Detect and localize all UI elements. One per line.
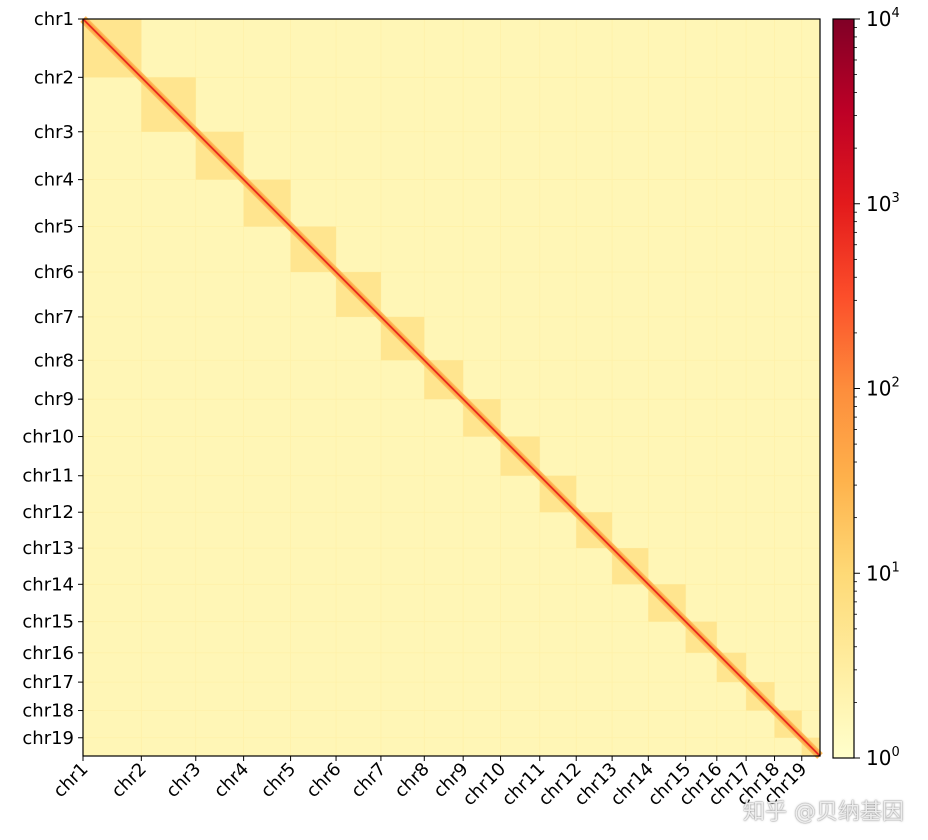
x-tick-label: chr4 — [210, 759, 253, 802]
y-tick-label: chr1 — [34, 9, 74, 30]
y-tick-label: chr17 — [22, 672, 74, 693]
y-tick-label: chr9 — [34, 389, 74, 410]
y-tick-label: chr4 — [34, 170, 74, 191]
x-axis-ticks: chr1 chr2 chr3 chr4 chr5 chr6 chr7 chr8chr9chr1… — [49, 756, 811, 810]
colorbar-tick-label: 100 — [866, 745, 900, 770]
y-tick-label: chr2 — [34, 67, 74, 88]
colorbar-tick-label: 102 — [866, 376, 900, 401]
x-tick-label: chr3 — [162, 759, 205, 802]
y-axis-ticks: chr1 chr2 chr3 chr4 chr5 chr6 chr7 chr8 chr9 chr1… — [22, 9, 83, 749]
y-tick-label: chr8 — [34, 350, 74, 371]
watermark-text: 知乎 @贝纳基因 — [743, 800, 904, 825]
colorbar: 100 101 102 103 104 — [832, 6, 900, 770]
colorbar-gradient — [832, 18, 855, 759]
y-tick-label: chr18 — [22, 701, 74, 722]
y-tick-label: chr15 — [22, 612, 74, 633]
y-tick-label: chr6 — [34, 262, 74, 283]
y-tick-label: chr19 — [22, 728, 74, 749]
y-tick-label: chr14 — [22, 574, 74, 595]
y-tick-label: chr13 — [22, 538, 74, 559]
y-tick-label: chr5 — [34, 217, 74, 238]
x-tick-label: chr10 — [459, 759, 510, 810]
contact-heatmap — [80, 16, 823, 759]
diagonal-line — [82, 18, 821, 757]
y-tick-label: chr16 — [22, 643, 74, 664]
x-tick-label: chr6 — [302, 759, 345, 802]
x-tick-label: chr8 — [391, 759, 434, 802]
colorbar-tick-label: 103 — [866, 191, 900, 216]
heatmap-frame — [82, 18, 821, 757]
y-tick-label: chr12 — [22, 502, 74, 523]
y-tick-label: chr10 — [22, 427, 74, 448]
y-tick-label: chr3 — [34, 122, 74, 143]
x-tick-label: chr5 — [257, 759, 300, 802]
colorbar-tick-label: 101 — [866, 560, 900, 585]
y-tick-label: chr7 — [34, 307, 74, 328]
x-tick-label: chr7 — [347, 759, 390, 802]
x-tick-label: chr2 — [108, 759, 151, 802]
y-tick-label: chr11 — [22, 466, 74, 487]
colorbar-tick-label: 104 — [866, 6, 900, 31]
x-tick-label: chr1 — [49, 759, 92, 802]
